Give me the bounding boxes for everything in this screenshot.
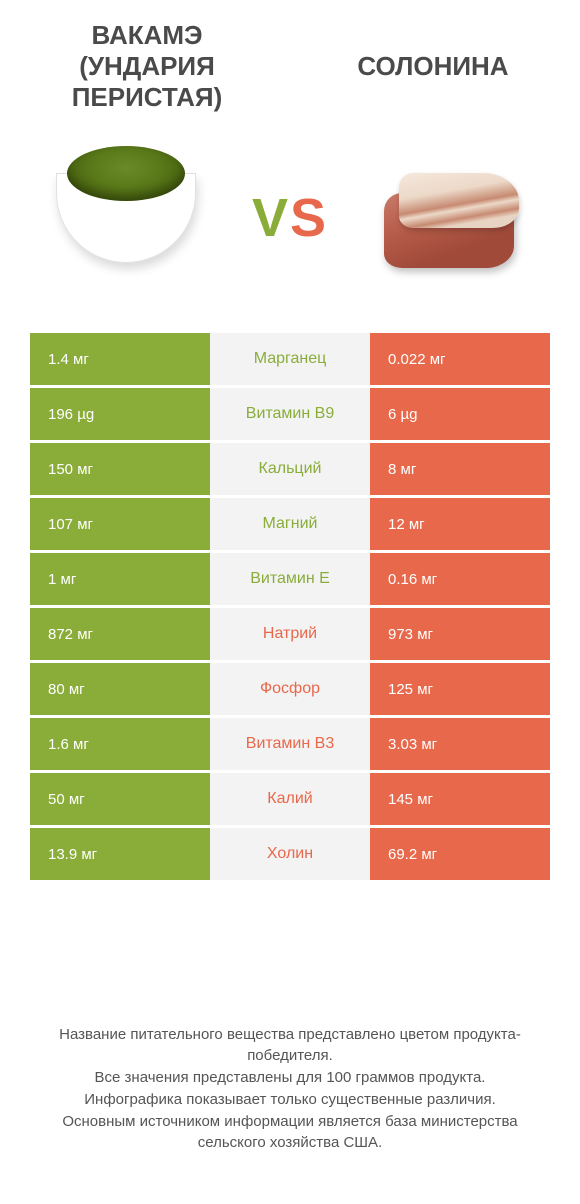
footer-line-1: Название питательного вещества представл… [30, 1024, 550, 1068]
cell-left: 196 µg [30, 388, 210, 440]
cell-right: 3.03 мг [370, 718, 550, 770]
cell-left: 1.6 мг [30, 718, 210, 770]
hero-row: VS [0, 123, 580, 333]
cell-right: 12 мг [370, 498, 550, 550]
infographic: ВАКАМЭ (УНДАРИЯ ПЕРИСТАЯ) СОЛОНИНА VS 1.… [0, 0, 580, 1204]
vs-label: VS [252, 187, 328, 249]
food-image-right [369, 133, 539, 303]
cell-left: 107 мг [30, 498, 210, 550]
table-row: 150 мгКальций8 мг [30, 443, 550, 495]
vs-v: V [252, 188, 290, 248]
nutrient-name: Кальций [210, 443, 370, 495]
title-right: СОЛОНИНА [316, 51, 550, 82]
nutrient-name: Натрий [210, 608, 370, 660]
footer-notes: Название питательного вещества представл… [0, 994, 580, 1204]
table-row: 107 мгМагний12 мг [30, 498, 550, 550]
table-row: 80 мгФосфор125 мг [30, 663, 550, 715]
nutrient-name: Калий [210, 773, 370, 825]
cell-right: 6 µg [370, 388, 550, 440]
cell-left: 13.9 мг [30, 828, 210, 880]
comparison-table: 1.4 мгМарганец0.022 мг196 µgВитамин B96 … [0, 333, 580, 883]
cell-left: 872 мг [30, 608, 210, 660]
table-row: 50 мгКалий145 мг [30, 773, 550, 825]
nutrient-name: Витамин B3 [210, 718, 370, 770]
cell-left: 1 мг [30, 553, 210, 605]
header: ВАКАМЭ (УНДАРИЯ ПЕРИСТАЯ) СОЛОНИНА [0, 0, 580, 123]
footer-line-2: Все значения представлены для 100 граммо… [30, 1067, 550, 1089]
cell-right: 125 мг [370, 663, 550, 715]
table-row: 13.9 мгХолин69.2 мг [30, 828, 550, 880]
cell-left: 1.4 мг [30, 333, 210, 385]
cell-left: 50 мг [30, 773, 210, 825]
nutrient-name: Витамин E [210, 553, 370, 605]
meat-icon [379, 163, 529, 273]
cell-right: 69.2 мг [370, 828, 550, 880]
nutrient-name: Магний [210, 498, 370, 550]
table-row: 1.4 мгМарганец0.022 мг [30, 333, 550, 385]
vs-s: S [290, 188, 328, 248]
table-row: 196 µgВитамин B96 µg [30, 388, 550, 440]
cell-right: 0.16 мг [370, 553, 550, 605]
food-image-left [41, 133, 211, 303]
cell-left: 80 мг [30, 663, 210, 715]
nutrient-name: Фосфор [210, 663, 370, 715]
nutrient-name: Холин [210, 828, 370, 880]
table-row: 1 мгВитамин E0.16 мг [30, 553, 550, 605]
footer-line-3: Инфографика показывает только существенн… [30, 1089, 550, 1111]
cell-right: 8 мг [370, 443, 550, 495]
footer-line-4: Основным источником информации является … [30, 1111, 550, 1155]
cell-right: 973 мг [370, 608, 550, 660]
table-row: 872 мгНатрий973 мг [30, 608, 550, 660]
cell-left: 150 мг [30, 443, 210, 495]
cell-right: 0.022 мг [370, 333, 550, 385]
wakame-bowl-icon [56, 173, 196, 263]
nutrient-name: Витамин B9 [210, 388, 370, 440]
nutrient-name: Марганец [210, 333, 370, 385]
cell-right: 145 мг [370, 773, 550, 825]
table-row: 1.6 мгВитамин B33.03 мг [30, 718, 550, 770]
title-left: ВАКАМЭ (УНДАРИЯ ПЕРИСТАЯ) [30, 20, 264, 113]
